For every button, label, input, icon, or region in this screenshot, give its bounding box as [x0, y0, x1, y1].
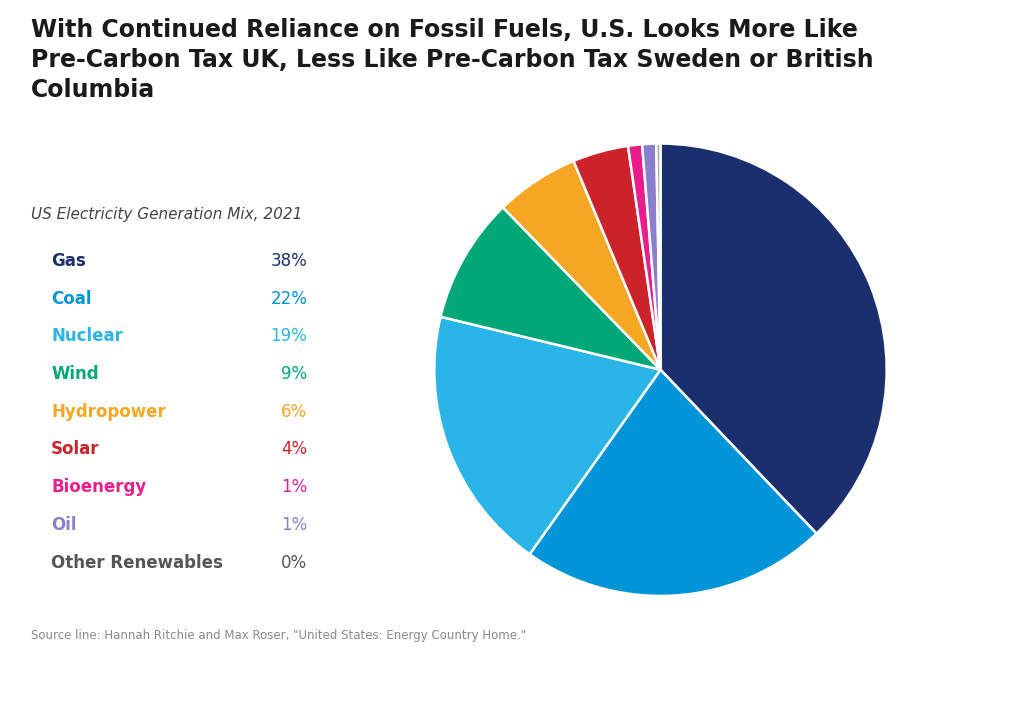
- Wedge shape: [656, 144, 660, 370]
- Text: Solar: Solar: [51, 441, 99, 458]
- Text: Wind: Wind: [51, 365, 99, 383]
- Wedge shape: [660, 144, 887, 534]
- Text: 0%: 0%: [281, 554, 307, 571]
- Wedge shape: [642, 144, 660, 370]
- Text: 1%: 1%: [281, 516, 307, 534]
- Text: Other Renewables: Other Renewables: [51, 554, 223, 571]
- Text: Gas: Gas: [51, 252, 86, 270]
- Text: 6%: 6%: [281, 403, 307, 420]
- Text: 9%: 9%: [281, 365, 307, 383]
- Text: @TaxFoundation: @TaxFoundation: [878, 693, 1004, 708]
- Text: Nuclear: Nuclear: [51, 328, 123, 345]
- Wedge shape: [434, 317, 660, 554]
- Text: US Electricity Generation Mix, 2021: US Electricity Generation Mix, 2021: [31, 207, 302, 222]
- Text: 4%: 4%: [281, 441, 307, 458]
- Text: 22%: 22%: [270, 290, 307, 307]
- Wedge shape: [628, 144, 660, 370]
- Wedge shape: [529, 370, 816, 596]
- Text: 1%: 1%: [281, 478, 307, 496]
- Wedge shape: [503, 161, 660, 370]
- Text: TAX FOUNDATION: TAX FOUNDATION: [20, 692, 186, 709]
- Text: 38%: 38%: [270, 252, 307, 270]
- Text: Bioenergy: Bioenergy: [51, 478, 146, 496]
- Text: With Continued Reliance on Fossil Fuels, U.S. Looks More Like
Pre-Carbon Tax UK,: With Continued Reliance on Fossil Fuels,…: [31, 18, 873, 102]
- Text: Source line: Hannah Ritchie and Max Roser, "United States: Energy Country Home.": Source line: Hannah Ritchie and Max Rose…: [31, 629, 526, 642]
- Wedge shape: [573, 146, 660, 370]
- Text: 19%: 19%: [270, 328, 307, 345]
- Text: Hydropower: Hydropower: [51, 403, 166, 420]
- Text: Coal: Coal: [51, 290, 92, 307]
- Wedge shape: [440, 207, 660, 370]
- Text: Oil: Oil: [51, 516, 77, 534]
